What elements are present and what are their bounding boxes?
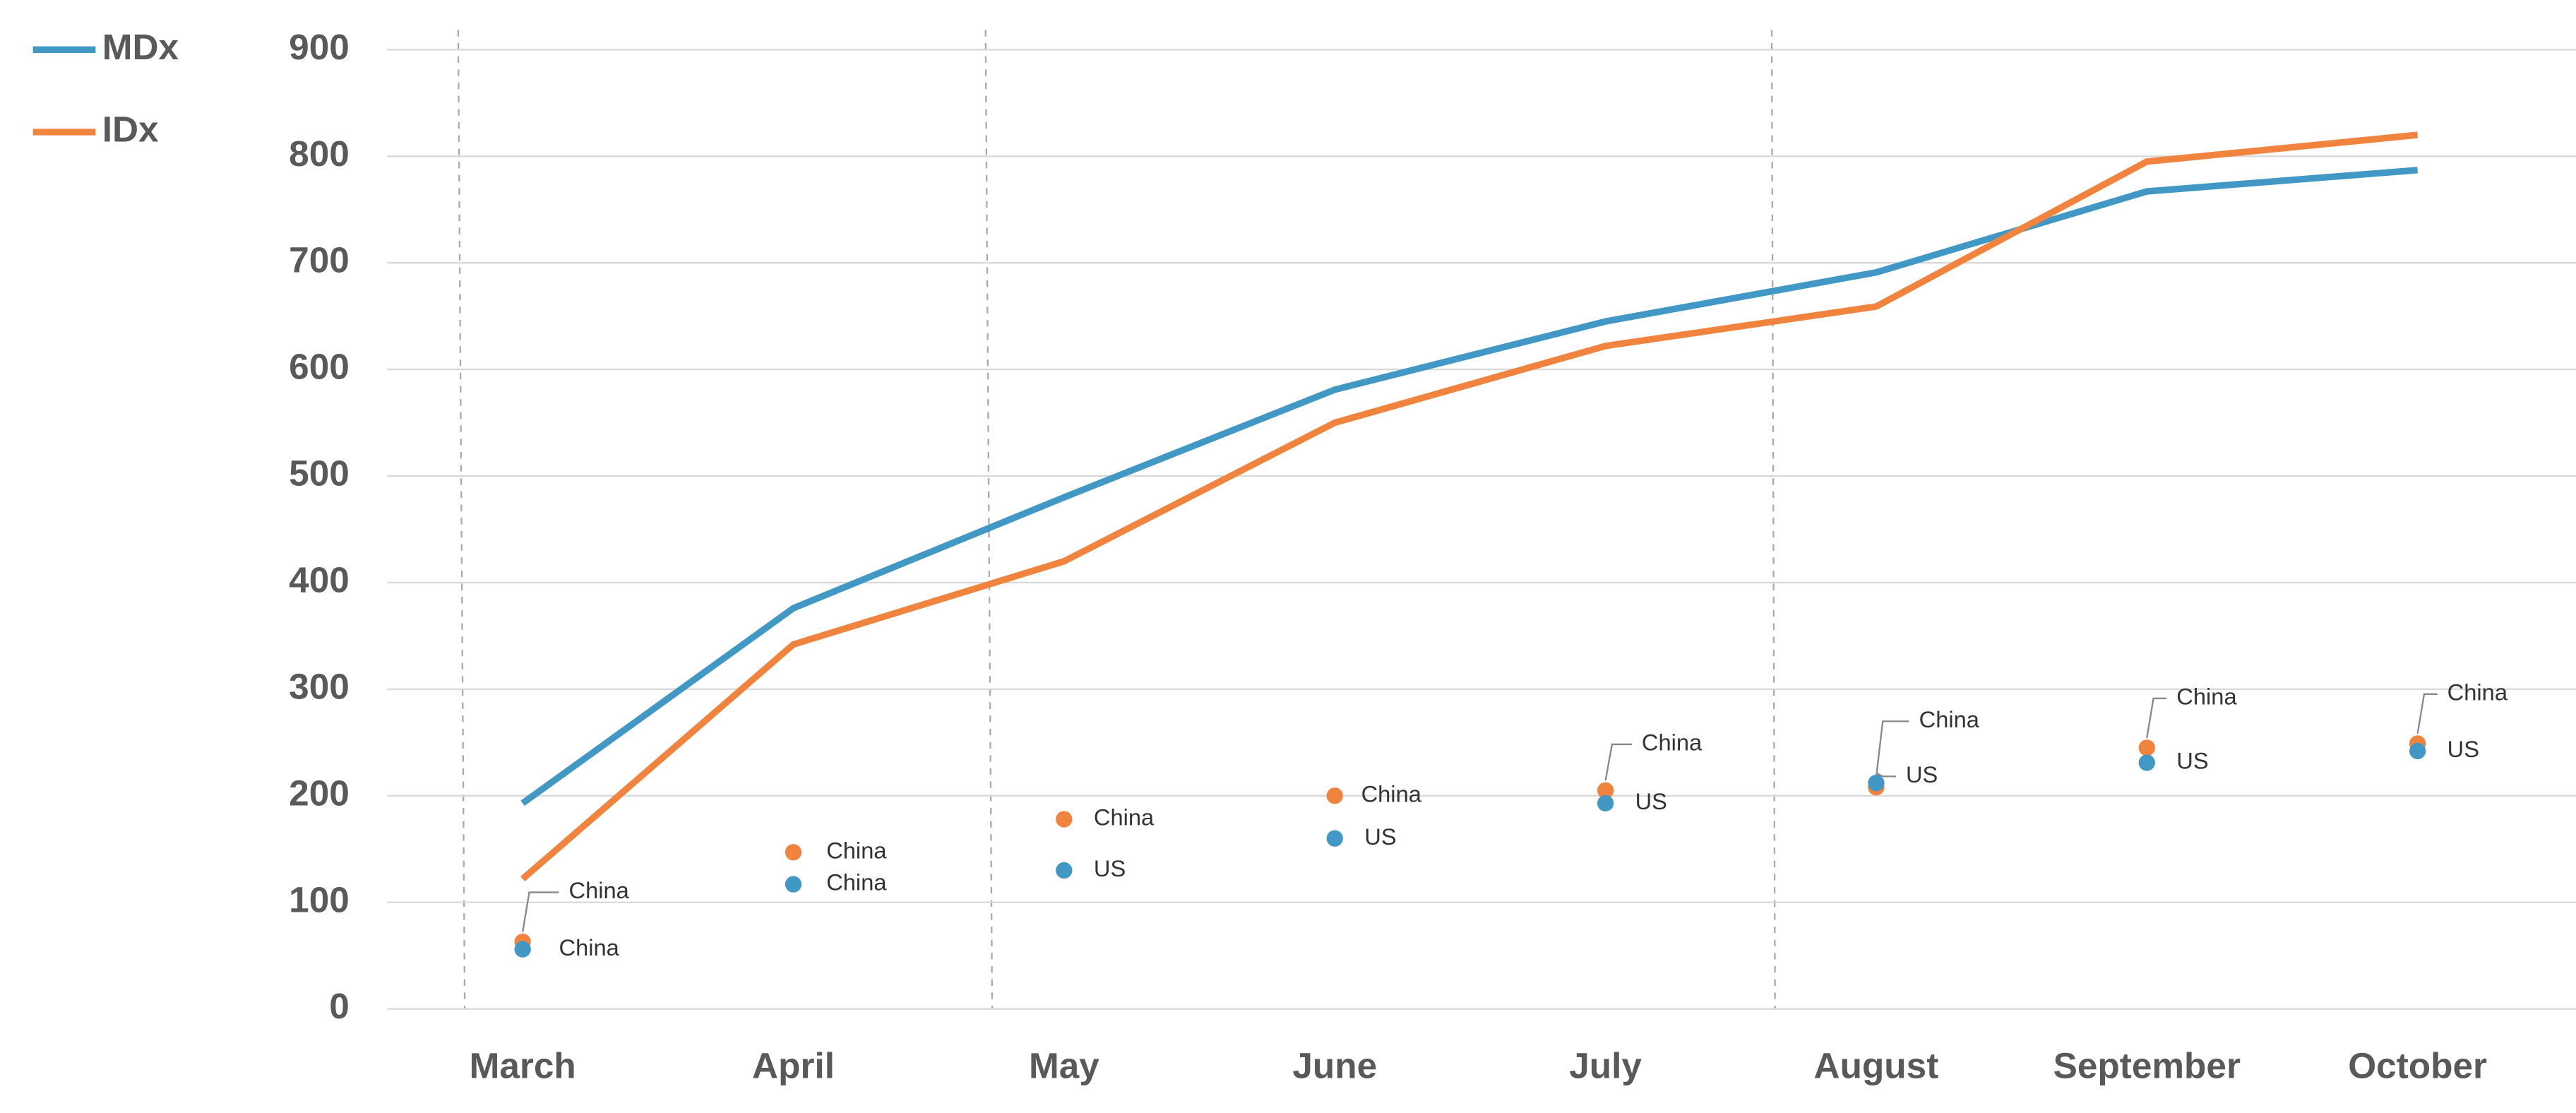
- y-tick-label: 900: [289, 27, 350, 67]
- leader-line: [2146, 697, 2167, 739]
- point-label: China: [2447, 679, 2508, 705]
- data-point: [1868, 775, 1885, 792]
- point-label: China: [559, 934, 620, 960]
- y-tick-label: 200: [289, 773, 350, 813]
- point-label: China: [1919, 706, 1980, 732]
- x-tick-label: September: [2053, 1045, 2241, 1085]
- y-tick-label: 100: [289, 879, 350, 919]
- y-tick-label: 500: [289, 453, 350, 494]
- point-label: China: [569, 877, 630, 903]
- legend-label: MDx: [102, 27, 179, 67]
- data-point: [2138, 739, 2155, 756]
- line: [520, 167, 2419, 807]
- point-label: US: [2447, 736, 2479, 762]
- data-point: [1597, 794, 1614, 812]
- point-label: China: [826, 869, 887, 895]
- x-tick-label: March: [470, 1045, 576, 1085]
- point-label: US: [1094, 855, 1126, 881]
- leader-line: [1876, 772, 1896, 778]
- line: [520, 131, 2419, 882]
- x-tick-label: May: [1029, 1045, 1099, 1085]
- point-label: China: [826, 837, 887, 863]
- data-point: [1056, 811, 1073, 828]
- y-tick-label: 700: [289, 240, 350, 280]
- x-tick-label: June: [1292, 1045, 1377, 1085]
- x-tick-label: July: [1569, 1045, 1642, 1085]
- point-label: China: [1094, 804, 1155, 831]
- separator: [457, 30, 466, 1009]
- y-tick-label: 400: [289, 560, 350, 600]
- point-label: China: [1361, 780, 1422, 807]
- separator: [1770, 30, 1776, 1009]
- x-tick-label: August: [1814, 1045, 1939, 1085]
- data-point: [1326, 787, 1343, 804]
- legend-label: IDx: [102, 109, 159, 150]
- leader-line: [2416, 693, 2438, 734]
- separators: [457, 30, 1776, 1009]
- data-point: [2138, 754, 2155, 771]
- data-point: [785, 844, 802, 861]
- y-tick-label: 0: [329, 986, 350, 1026]
- data-point: [514, 941, 531, 958]
- x-tick-label: October: [2348, 1045, 2487, 1085]
- data-point: [1056, 862, 1073, 879]
- x-tick-label: April: [752, 1045, 835, 1085]
- point-label: US: [1906, 761, 1938, 787]
- y-tick-label: 600: [289, 347, 350, 387]
- leader-line: [1604, 743, 1632, 781]
- point-label: US: [2176, 748, 2208, 774]
- point-label: China: [2176, 684, 2237, 710]
- data-point: [1326, 830, 1343, 847]
- separator: [984, 30, 994, 1009]
- point-label: US: [1364, 823, 1396, 850]
- leader-line: [522, 891, 559, 932]
- data-point: [785, 876, 802, 893]
- point-label: China: [1642, 730, 1703, 756]
- leader-line: [1875, 720, 1909, 778]
- data-point: [1597, 782, 1614, 799]
- y-tick-label: 800: [289, 133, 350, 174]
- y-tick-label: 300: [289, 666, 350, 706]
- point-label: US: [1635, 788, 1667, 814]
- data-point: [2409, 742, 2426, 760]
